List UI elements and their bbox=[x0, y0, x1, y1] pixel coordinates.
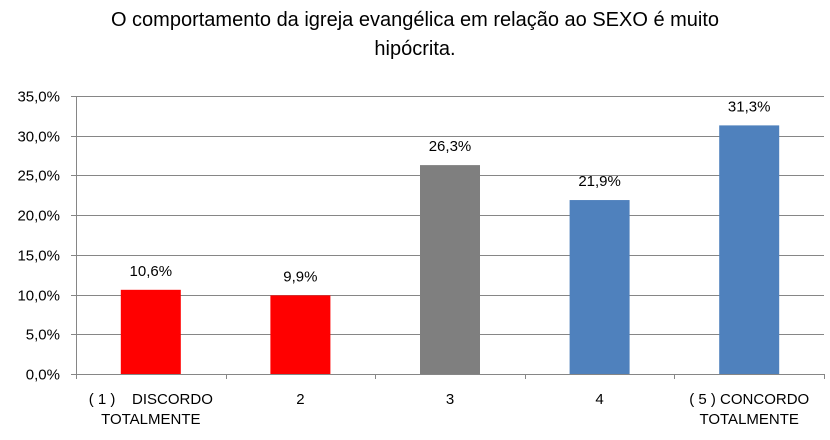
x-category-label: 2 bbox=[296, 391, 304, 408]
bars bbox=[120, 125, 780, 374]
data-label: 31,3% bbox=[728, 98, 771, 115]
x-category-label: 3 bbox=[446, 391, 454, 408]
data-labels: 10,6% 9,9% 26,3% 21,9% 31,3% bbox=[130, 98, 771, 285]
chart-title-line-1: O comportamento da igreja evangélica em … bbox=[110, 9, 720, 31]
data-label: 10,6% bbox=[130, 263, 173, 280]
y-tick-label: 30,0% bbox=[17, 129, 60, 146]
y-tick-label: 20,0% bbox=[17, 208, 60, 225]
bar bbox=[719, 125, 780, 374]
bar bbox=[270, 295, 331, 374]
y-tick-label: 0,0% bbox=[26, 367, 60, 384]
x-axis-category-labels: ( 1 ) DISCORDO TOTALMENTE 2 3 4 ( 5 ) CONCORD… bbox=[89, 391, 809, 428]
y-tick-label: 25,0% bbox=[17, 168, 60, 185]
y-tick-label: 10,0% bbox=[17, 288, 60, 305]
chart-title-line-2: hipócrita. bbox=[374, 38, 456, 60]
x-category-label: ( 1 ) DISCORDO TOTALMENTE bbox=[89, 391, 213, 428]
y-tick-label: 15,0% bbox=[17, 248, 60, 265]
y-axis-tick-labels: 0,0% 5,0% 10,0% 15,0% 20,0% 25,0% 30,0% 35,0% bbox=[17, 89, 60, 384]
bar bbox=[569, 200, 630, 374]
bar bbox=[120, 289, 181, 374]
y-tick-label: 35,0% bbox=[17, 89, 60, 106]
chart-title: O comportamento da igreja evangélica em … bbox=[0, 6, 830, 64]
y-tick-label: 5,0% bbox=[26, 327, 60, 344]
x-axis bbox=[76, 374, 825, 379]
data-label: 9,9% bbox=[283, 268, 317, 285]
data-label: 26,3% bbox=[429, 138, 472, 155]
x-category-label: 4 bbox=[595, 391, 603, 408]
bar bbox=[420, 165, 480, 374]
data-label: 21,9% bbox=[578, 173, 621, 190]
x-category-label: ( 5 ) CONCORDO TOTALMENTE bbox=[689, 391, 809, 428]
